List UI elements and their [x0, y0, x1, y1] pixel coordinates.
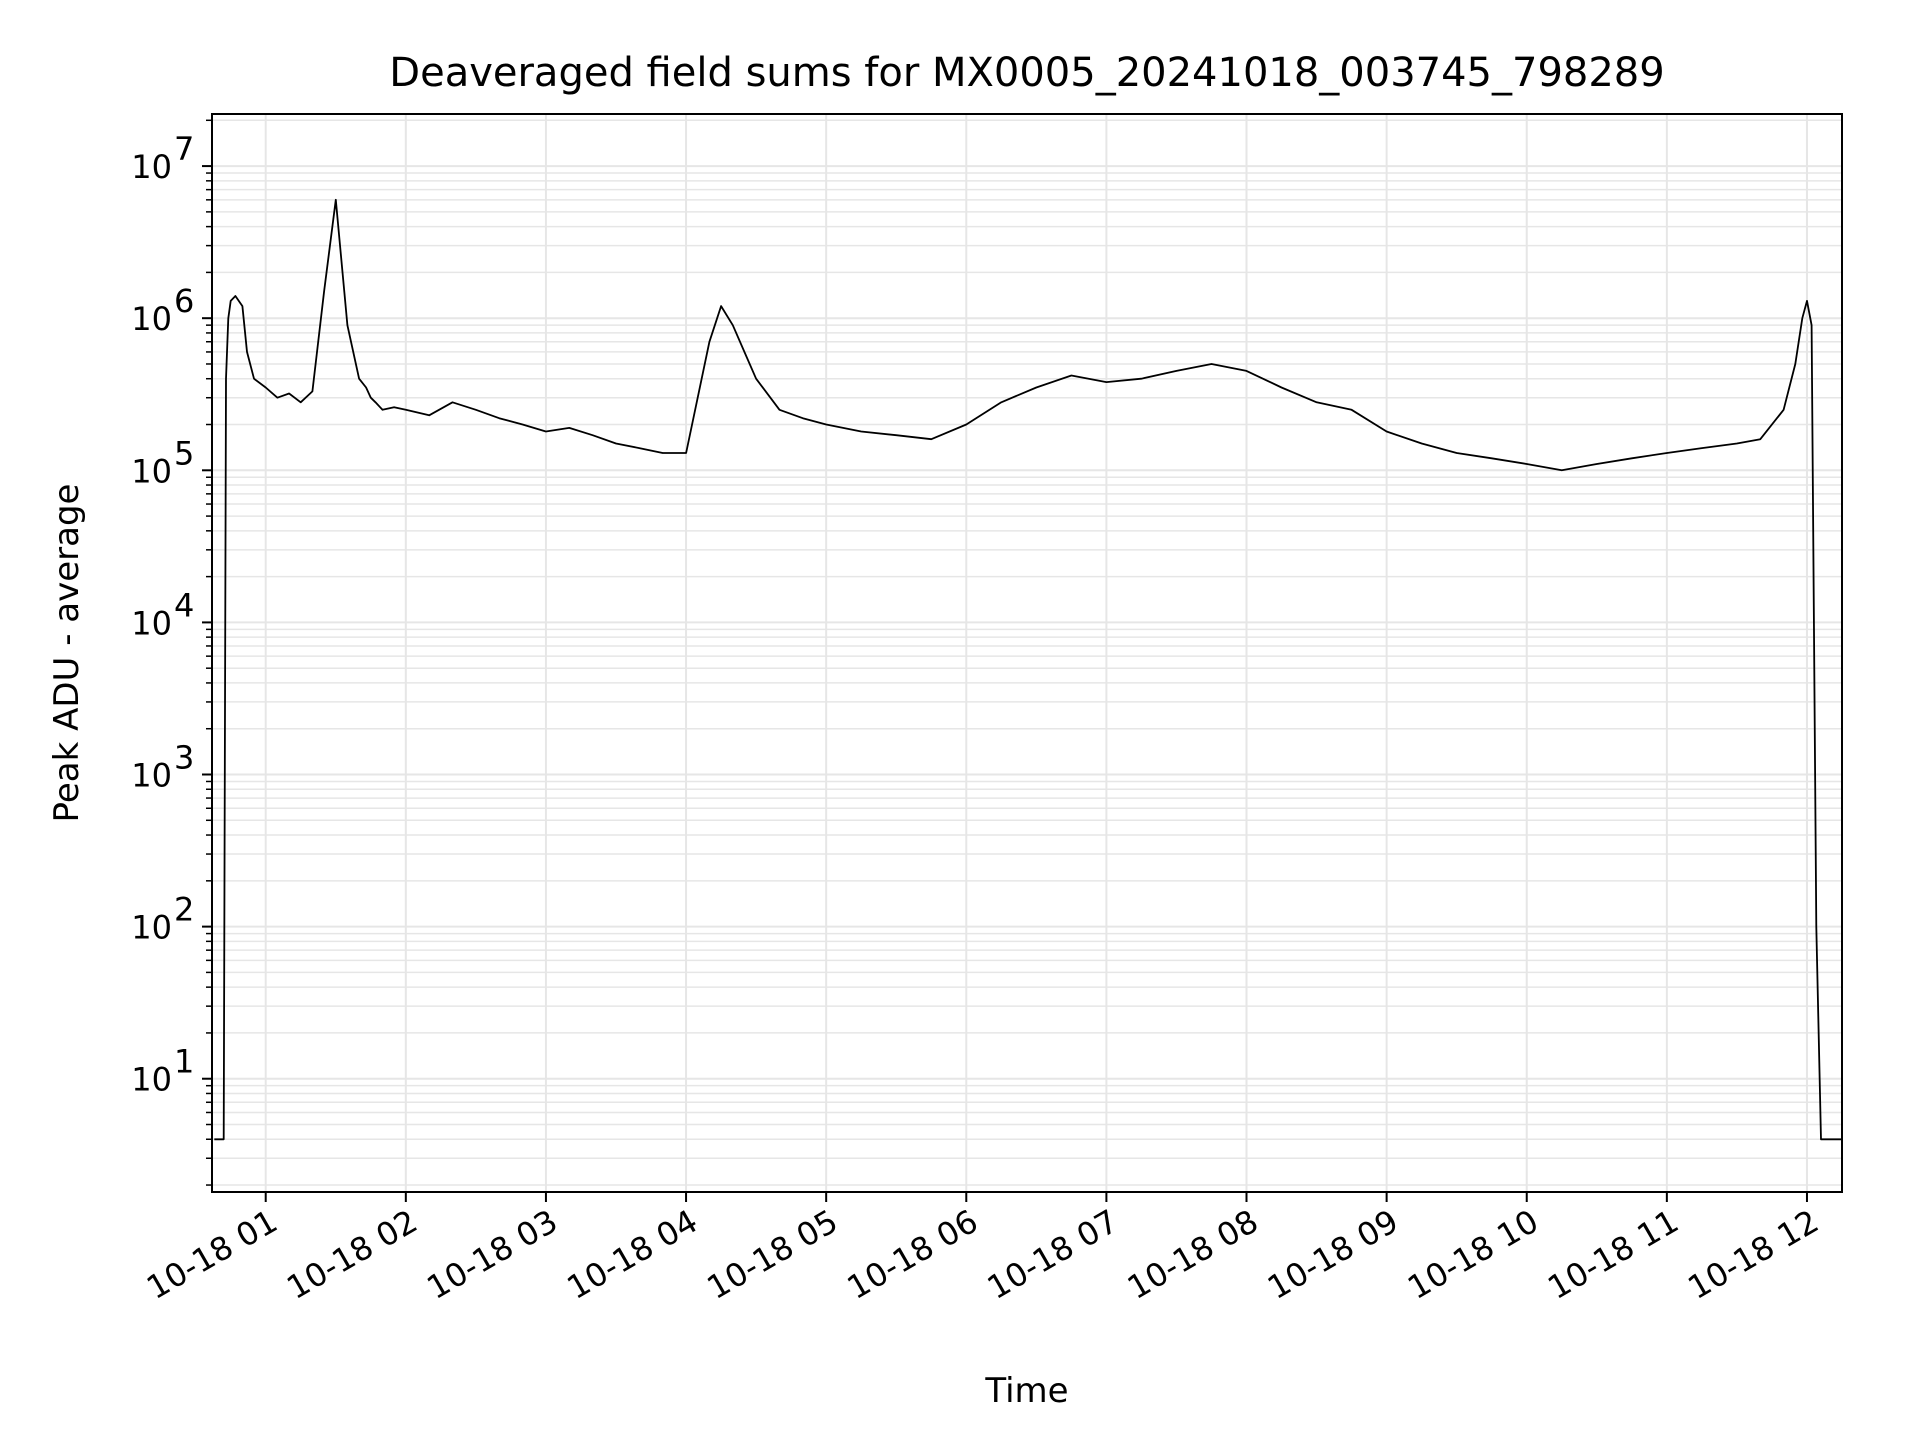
y-tick-label: 10 [131, 909, 172, 947]
y-tick-exponent: 6 [174, 282, 194, 320]
y-tick-exponent: 1 [174, 1043, 194, 1081]
y-tick-exponent: 7 [174, 130, 194, 168]
y-tick-exponent: 2 [174, 891, 194, 929]
y-tick-label: 10 [131, 604, 172, 642]
grid [212, 114, 1842, 1192]
y-tick-label: 10 [131, 148, 172, 186]
y-tick-label: 10 [131, 1061, 172, 1099]
series-line [214, 198, 1842, 1141]
y-tick-label: 10 [131, 300, 172, 338]
y-tick-exponent: 5 [174, 434, 194, 472]
y-tick-label: 10 [131, 757, 172, 795]
y-tick-exponent: 3 [174, 739, 194, 777]
y-tick-label: 10 [131, 452, 172, 490]
chart-title: Deaveraged field sums for MX0005_2024101… [389, 50, 1664, 96]
series-layer [214, 198, 1842, 1141]
y-tick-exponent: 4 [174, 586, 194, 624]
x-axis-label: Time [984, 1371, 1068, 1411]
y-axis-label: Peak ADU - average [47, 484, 87, 823]
plot-frame [211, 113, 1843, 1193]
